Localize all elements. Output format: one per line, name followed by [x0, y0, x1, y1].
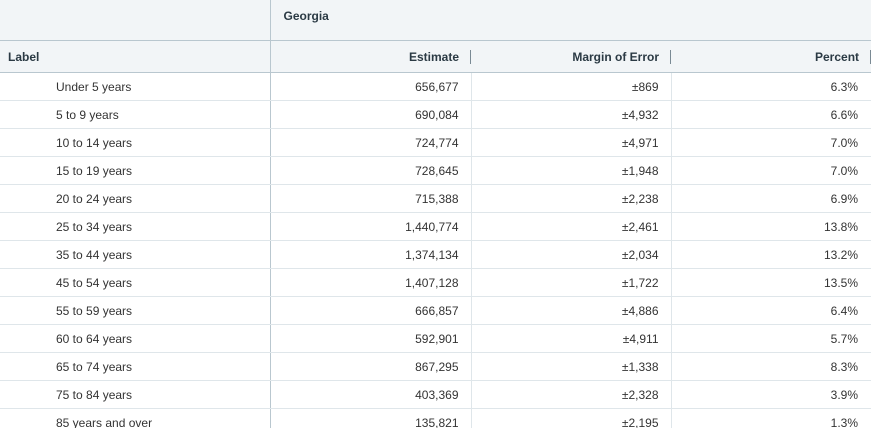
- label-column-header[interactable]: Label: [0, 40, 271, 73]
- moe-cell: ±2,195: [471, 408, 672, 428]
- geography-header[interactable]: Georgia: [270, 0, 871, 41]
- estimate-cell: 592,901: [270, 324, 472, 353]
- percent-cell: 6.9%: [671, 184, 871, 213]
- column-header-row: Label Estimate Margin of Error Percent: [0, 40, 871, 73]
- row-label[interactable]: 85 years and over: [0, 408, 271, 428]
- row-label[interactable]: 20 to 24 years: [0, 184, 271, 213]
- table-row: Under 5 years 656,677 ±869 6.3%: [0, 72, 871, 101]
- column-resize-handle[interactable]: [470, 50, 471, 64]
- row-label[interactable]: 5 to 9 years: [0, 100, 271, 129]
- percent-cell: 6.3%: [671, 72, 871, 101]
- row-label[interactable]: Under 5 years: [0, 72, 271, 101]
- percent-cell: 1.3%: [671, 408, 871, 428]
- percent-cell: 7.0%: [671, 128, 871, 157]
- row-label[interactable]: 75 to 84 years: [0, 380, 271, 409]
- percent-column-header[interactable]: Percent: [671, 40, 871, 73]
- moe-cell: ±1,722: [471, 268, 672, 297]
- estimate-cell: 690,084: [270, 100, 472, 129]
- row-label[interactable]: 45 to 54 years: [0, 268, 271, 297]
- row-label[interactable]: 60 to 64 years: [0, 324, 271, 353]
- percent-cell: 5.7%: [671, 324, 871, 353]
- label-group-header: [0, 0, 271, 41]
- moe-cell: ±1,948: [471, 156, 672, 185]
- moe-cell: ±2,238: [471, 184, 672, 213]
- row-label[interactable]: 65 to 74 years: [0, 352, 271, 381]
- estimate-column-header-text: Estimate: [408, 49, 459, 64]
- estimate-cell: 666,857: [270, 296, 472, 325]
- margin-of-error-column-header[interactable]: Margin of Error: [471, 40, 671, 73]
- estimate-cell: 1,440,774: [270, 212, 472, 241]
- estimate-cell: 656,677: [270, 72, 472, 101]
- moe-cell: ±2,461: [471, 212, 672, 241]
- moe-cell: ±4,911: [471, 324, 672, 353]
- margin-of-error-column-header-text: Margin of Error: [572, 49, 659, 64]
- estimate-cell: 715,388: [270, 184, 472, 213]
- percent-cell: 13.8%: [671, 212, 871, 241]
- geography-header-row: Georgia: [0, 0, 871, 41]
- table-row: 85 years and over 135,821 ±2,195 1.3%: [0, 408, 871, 428]
- estimate-cell: 724,774: [270, 128, 472, 157]
- table-row: 35 to 44 years 1,374,134 ±2,034 13.2%: [0, 240, 871, 269]
- row-label[interactable]: 25 to 34 years: [0, 212, 271, 241]
- column-resize-handle[interactable]: [670, 50, 671, 64]
- moe-cell: ±4,971: [471, 128, 672, 157]
- moe-cell: ±1,338: [471, 352, 672, 381]
- table-row: 55 to 59 years 666,857 ±4,886 6.4%: [0, 296, 871, 325]
- estimate-column-header[interactable]: Estimate: [270, 40, 471, 73]
- estimate-cell: 728,645: [270, 156, 472, 185]
- percent-cell: 3.9%: [671, 380, 871, 409]
- estimate-cell: 1,407,128: [270, 268, 472, 297]
- row-label[interactable]: 35 to 44 years: [0, 240, 271, 269]
- moe-cell: ±2,328: [471, 380, 672, 409]
- percent-cell: 13.5%: [671, 268, 871, 297]
- percent-cell: 7.0%: [671, 156, 871, 185]
- estimate-cell: 135,821: [270, 408, 472, 428]
- row-label[interactable]: 55 to 59 years: [0, 296, 271, 325]
- estimate-cell: 1,374,134: [270, 240, 472, 269]
- table-row: 75 to 84 years 403,369 ±2,328 3.9%: [0, 380, 871, 409]
- percent-cell: 6.6%: [671, 100, 871, 129]
- table-row: 45 to 54 years 1,407,128 ±1,722 13.5%: [0, 268, 871, 297]
- table-row: 65 to 74 years 867,295 ±1,338 8.3%: [0, 352, 871, 381]
- table-row: 60 to 64 years 592,901 ±4,911 5.7%: [0, 324, 871, 353]
- percent-cell: 13.2%: [671, 240, 871, 269]
- moe-cell: ±4,886: [471, 296, 672, 325]
- percent-cell: 8.3%: [671, 352, 871, 381]
- table-row: 10 to 14 years 724,774 ±4,971 7.0%: [0, 128, 871, 157]
- row-label[interactable]: 15 to 19 years: [0, 156, 271, 185]
- row-label[interactable]: 10 to 14 years: [0, 128, 271, 157]
- moe-cell: ±869: [471, 72, 672, 101]
- percent-cell: 6.4%: [671, 296, 871, 325]
- table-row: 15 to 19 years 728,645 ±1,948 7.0%: [0, 156, 871, 185]
- percent-column-header-text: Percent: [815, 49, 860, 64]
- estimate-cell: 403,369: [270, 380, 472, 409]
- estimate-cell: 867,295: [270, 352, 472, 381]
- table-row: 25 to 34 years 1,440,774 ±2,461 13.8%: [0, 212, 871, 241]
- table-row: 20 to 24 years 715,388 ±2,238 6.9%: [0, 184, 871, 213]
- moe-cell: ±4,932: [471, 100, 672, 129]
- table-row: 5 to 9 years 690,084 ±4,932 6.6%: [0, 100, 871, 129]
- moe-cell: ±2,034: [471, 240, 672, 269]
